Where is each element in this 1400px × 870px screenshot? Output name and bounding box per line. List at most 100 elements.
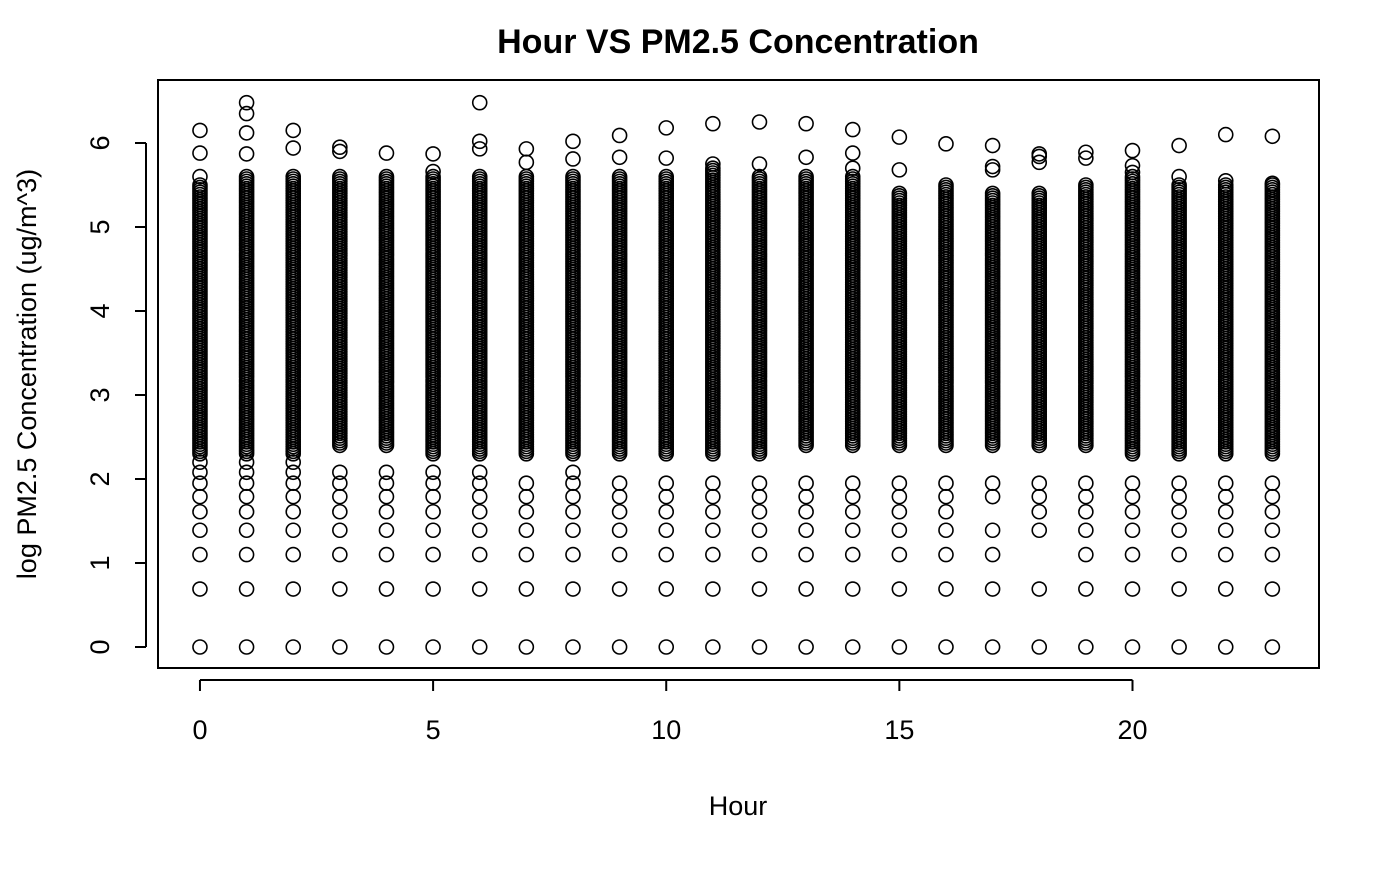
data-point <box>658 581 675 597</box>
data-point <box>1078 503 1094 520</box>
data-point <box>285 522 302 539</box>
data-point <box>1124 475 1141 492</box>
data-point <box>798 639 814 655</box>
data-point <box>751 168 768 185</box>
data-point <box>565 488 581 505</box>
data-point <box>518 154 535 171</box>
data-point <box>285 488 302 505</box>
data-point <box>1264 128 1281 145</box>
data-point <box>238 105 255 122</box>
data-point <box>425 503 441 520</box>
data-point <box>705 160 721 176</box>
chart-title: Hour VS PM2.5 Concentration <box>497 23 979 61</box>
data-point <box>658 546 675 563</box>
x-axis-label: Hour <box>709 791 768 821</box>
data-point <box>1217 488 1234 505</box>
data-point <box>378 522 395 539</box>
data-point <box>238 464 255 481</box>
data-point <box>798 488 814 505</box>
data-point <box>471 503 488 520</box>
dense-band <box>192 177 208 462</box>
data-point <box>332 139 348 155</box>
data-point <box>705 503 721 520</box>
data-point <box>565 546 581 563</box>
data-point <box>984 185 1001 202</box>
data-point <box>285 639 302 655</box>
data-point <box>891 522 908 539</box>
data-point <box>518 475 535 492</box>
y-tick-label: 3 <box>85 387 115 402</box>
data-point <box>425 639 441 655</box>
data-point <box>658 150 675 166</box>
data-point <box>1124 546 1141 563</box>
data-point <box>1171 639 1187 655</box>
data-point <box>471 546 488 563</box>
y-axis: 0 1 2 3 4 5 6 <box>85 135 147 655</box>
data-point <box>798 149 814 166</box>
data-point <box>984 522 1001 539</box>
data-point <box>1264 175 1281 192</box>
data-point <box>611 127 628 144</box>
data-point <box>332 546 348 563</box>
data-point <box>751 114 768 130</box>
y-tick-label: 4 <box>85 303 115 318</box>
data-point <box>844 168 861 185</box>
data-point <box>1171 137 1187 154</box>
data-point <box>751 488 768 505</box>
data-point <box>891 488 908 505</box>
data-point <box>844 522 861 539</box>
data-point <box>192 488 208 505</box>
data-point <box>1078 144 1094 161</box>
data-point <box>332 581 348 597</box>
data-point <box>1171 475 1187 492</box>
data-point <box>471 141 488 157</box>
data-point <box>984 546 1001 563</box>
data-point <box>378 581 395 597</box>
data-point <box>1171 546 1187 563</box>
data-point <box>425 522 441 539</box>
data-point <box>1078 522 1094 539</box>
data-point <box>192 639 208 655</box>
data-point <box>1171 581 1187 597</box>
data-point <box>471 522 488 539</box>
data-point <box>844 121 861 138</box>
dense-band <box>332 168 348 454</box>
data-point <box>1171 522 1187 539</box>
data-point <box>1078 150 1094 166</box>
data-point <box>192 503 208 520</box>
data-point <box>1124 168 1141 185</box>
dense-band <box>611 168 628 462</box>
data-point <box>518 546 535 563</box>
data-point <box>798 475 814 492</box>
data-point <box>425 581 441 597</box>
data-point <box>471 464 488 481</box>
data-point <box>518 581 535 597</box>
data-point <box>565 464 581 481</box>
data-point <box>1264 488 1281 505</box>
data-point <box>1264 475 1281 492</box>
plot-border <box>157 79 1320 669</box>
data-point <box>844 145 861 161</box>
dense-band <box>751 168 768 462</box>
data-point <box>565 133 581 150</box>
data-point <box>471 581 488 597</box>
data-point <box>658 639 675 655</box>
data-point <box>1264 503 1281 520</box>
data-point <box>565 503 581 520</box>
dense-band <box>938 177 954 454</box>
y-tick-label: 6 <box>85 135 115 150</box>
dense-band-layer <box>192 160 1281 462</box>
data-point <box>285 546 302 563</box>
data-point <box>238 454 255 471</box>
data-point <box>1124 488 1141 505</box>
data-point <box>238 522 255 539</box>
data-point <box>192 581 208 597</box>
data-point <box>705 546 721 563</box>
data-point <box>425 168 441 185</box>
data-point <box>751 639 768 655</box>
dense-band <box>285 168 302 462</box>
data-point <box>332 522 348 539</box>
data-point <box>332 488 348 505</box>
